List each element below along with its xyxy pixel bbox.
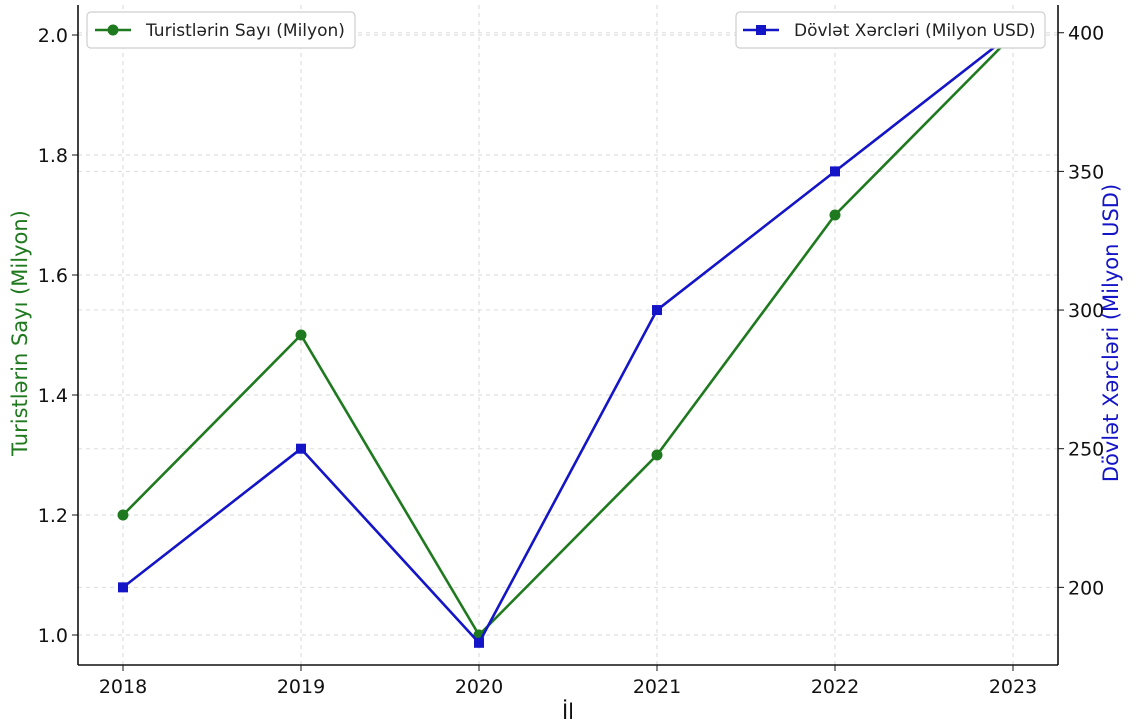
right-y-tick-label: 300 xyxy=(1068,300,1104,322)
x-tick-label: 2020 xyxy=(455,676,503,698)
right-y-tick-label: 250 xyxy=(1068,439,1104,461)
legend-left-marker-icon xyxy=(107,24,119,36)
data-point-circle-2021 xyxy=(651,449,663,461)
data-point-square-2018 xyxy=(118,582,128,593)
left-y-tick-label: 1.0 xyxy=(38,625,68,647)
legend-left-box xyxy=(86,11,356,49)
x-tick-label: 2019 xyxy=(277,676,325,698)
legend-left: Turistlərin Sayı (Milyon) xyxy=(86,11,356,49)
legend-right: Dövlət Xərcləri (Milyon USD) xyxy=(735,11,1046,49)
data-point-circle-2019 xyxy=(295,329,307,341)
left-y-axis-title: Turistlərin Sayı (Milyon) xyxy=(8,210,32,457)
data-point-circle-2022 xyxy=(829,209,841,221)
legend-right-marker-icon xyxy=(756,25,766,35)
x-axis-title: İl xyxy=(562,699,574,724)
series-line-0 xyxy=(122,34,1014,637)
right-y-tick-label: 350 xyxy=(1068,161,1104,183)
series-line-1 xyxy=(122,31,1014,645)
data-point-square-2020 xyxy=(474,637,484,648)
x-tick-label: 2021 xyxy=(633,676,681,698)
data-point-square-2021 xyxy=(652,305,662,316)
left-y-tick-label: 1.8 xyxy=(38,145,68,167)
axes xyxy=(72,5,1064,671)
x-tick-label: 2023 xyxy=(989,676,1037,698)
grid-lines xyxy=(78,5,1058,665)
left-y-tick-label: 2.0 xyxy=(38,25,68,47)
series-layer xyxy=(117,27,1019,648)
legend-right-box xyxy=(735,11,1046,49)
data-point-circle-2018 xyxy=(117,509,129,521)
left-y-tick-label: 1.6 xyxy=(38,265,68,287)
right-y-tick-label: 400 xyxy=(1068,23,1104,45)
x-tick-label: 2018 xyxy=(99,676,147,698)
right-y-tick-label: 200 xyxy=(1068,577,1104,599)
data-point-square-2019 xyxy=(296,443,306,454)
data-point-square-2022 xyxy=(830,166,840,177)
x-tick-label: 2022 xyxy=(811,676,859,698)
legend-left-label: Turistlərin Sayı (Milyon) xyxy=(145,21,345,41)
left-y-tick-label: 1.2 xyxy=(38,505,68,527)
left-y-tick-label: 1.4 xyxy=(38,385,68,407)
right-y-axis-title: Dövlət Xərcləri (Milyon USD) xyxy=(1099,184,1123,482)
legend-right-label: Dövlət Xərcləri (Milyon USD) xyxy=(794,21,1036,41)
tick-labels: 2018 2019 2020 2021 2022 2023 1.0 1.2 1.4 1.6 1.8 2… xyxy=(38,23,1104,698)
